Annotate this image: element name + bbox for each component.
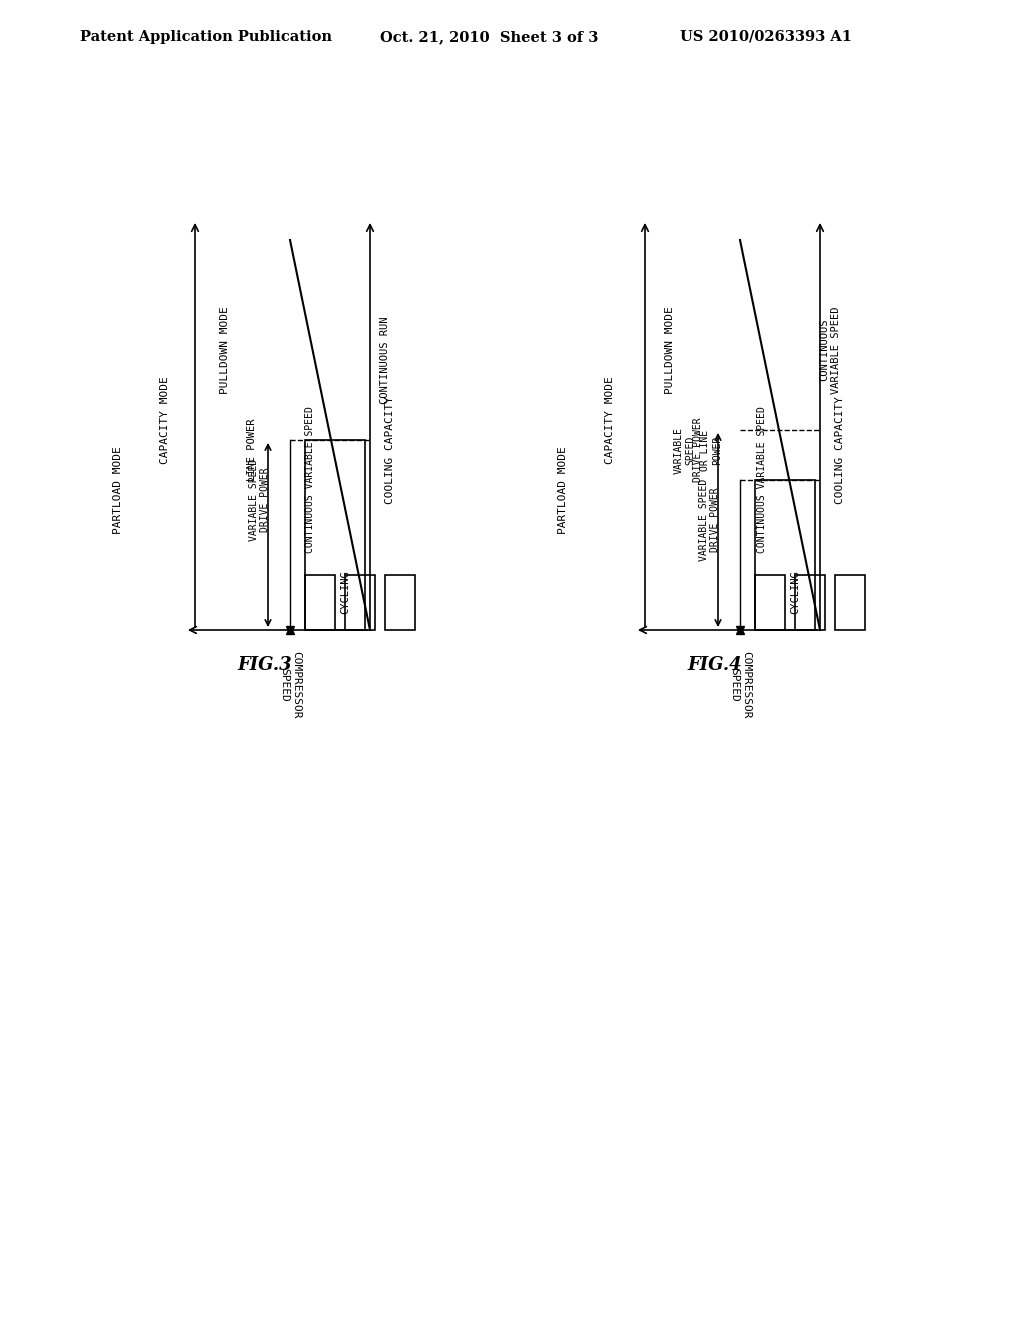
Text: COOLING CAPACITY: COOLING CAPACITY [385,396,395,504]
Text: LINE POWER: LINE POWER [247,418,257,482]
Bar [305,440,365,630]
Text: PULLDOWN MODE: PULLDOWN MODE [220,306,230,393]
Text: COOLING CAPACITY: COOLING CAPACITY [835,396,845,504]
Bar [835,576,865,630]
Text: CYCLING: CYCLING [790,570,800,614]
Text: COMPRESSOR
SPEED: COMPRESSOR SPEED [729,651,751,719]
Text: CONTINUOUS VARIABLE SPEED: CONTINUOUS VARIABLE SPEED [305,407,315,553]
Text: VARIABLE SPEED: VARIABLE SPEED [699,479,709,561]
Text: FIG.3: FIG.3 [238,656,292,675]
Text: COMPRESSOR
SPEED: COMPRESSOR SPEED [280,651,301,719]
Text: CONTINUOUS RUN: CONTINUOUS RUN [380,317,390,404]
Text: DRIVE POWER: DRIVE POWER [693,417,703,482]
Text: Oct. 21, 2010  Sheet 3 of 3: Oct. 21, 2010 Sheet 3 of 3 [380,30,598,44]
Text: FIG.4: FIG.4 [688,656,742,675]
Text: CONTINUOUS
VARIABLE SPEED: CONTINUOUS VARIABLE SPEED [819,306,841,393]
Text: Patent Application Publication: Patent Application Publication [80,30,332,44]
Text: US 2010/0263393 A1: US 2010/0263393 A1 [680,30,852,44]
Text: CAPACITY MODE: CAPACITY MODE [605,376,615,463]
Text: DRIVE POWER: DRIVE POWER [260,467,270,532]
Bar [755,480,815,630]
Text: CAPACITY MODE: CAPACITY MODE [160,376,170,463]
Bar [305,576,335,630]
Bar [385,576,415,630]
Text: OR LINE
POWER: OR LINE POWER [700,429,722,470]
Text: PULLDOWN MODE: PULLDOWN MODE [665,306,675,393]
Text: PARTLOAD MODE: PARTLOAD MODE [558,446,568,533]
Text: DRIVE POWER: DRIVE POWER [710,487,720,552]
Text: VARIABLE SPEED: VARIABLE SPEED [249,459,259,541]
Bar [755,576,785,630]
Text: CYCLING: CYCLING [340,570,350,614]
Bar [345,576,375,630]
Bar [795,576,825,630]
Text: VARIABLE
SPEED: VARIABLE SPEED [674,426,695,474]
Text: CONTINUOUS VARIABLE SPEED: CONTINUOUS VARIABLE SPEED [757,407,767,553]
Text: PARTLOAD MODE: PARTLOAD MODE [113,446,123,533]
